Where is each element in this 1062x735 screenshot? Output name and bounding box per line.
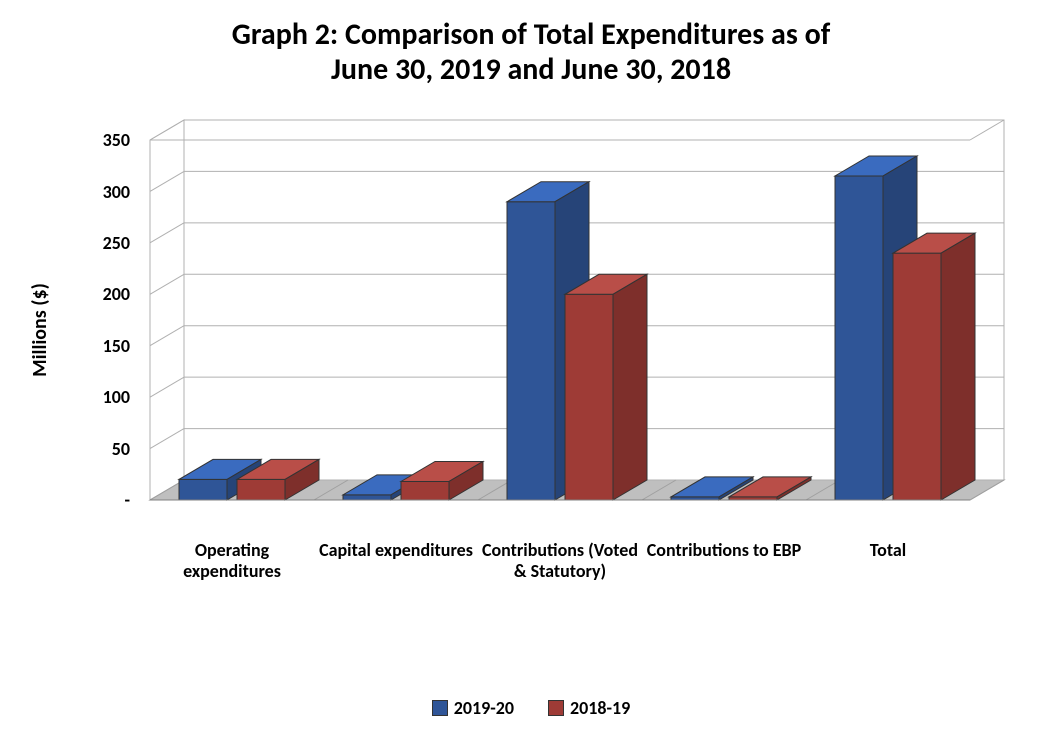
y-tick: 350 (70, 129, 130, 151)
x-category-label: Contributions to EBP (642, 540, 806, 561)
y-tick: 200 (70, 283, 130, 305)
y-axis-ticks: - 50 100 150 200 250 300 350 (70, 0, 130, 735)
y-tick: 100 (70, 386, 130, 408)
chart-title-line1: Graph 2: Comparison of Total Expenditure… (0, 18, 1062, 53)
x-category-label: Contributions (Voted & Statutory) (478, 540, 642, 581)
legend-label-2018-19: 2018-19 (570, 697, 630, 719)
chart-title-line2: June 30, 2019 and June 30, 2018 (0, 53, 1062, 88)
y-tick: 50 (70, 438, 130, 460)
legend: 2019-20 2018-19 (0, 697, 1062, 719)
x-category-label: Total (806, 540, 970, 561)
legend-swatch-2019-20 (432, 700, 448, 716)
y-tick: 150 (70, 335, 130, 357)
legend-label-2019-20: 2019-20 (454, 697, 514, 719)
x-category-label: Operating expenditures (150, 540, 314, 581)
legend-swatch-2018-19 (548, 700, 564, 716)
y-tick: - (70, 489, 130, 511)
y-tick: 250 (70, 232, 130, 254)
chart-container: Graph 2: Comparison of Total Expenditure… (0, 0, 1062, 735)
legend-item-2018-19: 2018-19 (548, 697, 630, 719)
y-axis-label: Millions ($) (28, 283, 52, 377)
chart-title: Graph 2: Comparison of Total Expenditure… (0, 18, 1062, 87)
y-tick: 300 (70, 181, 130, 203)
x-category-label: Capital expenditures (314, 540, 478, 561)
legend-item-2019-20: 2019-20 (432, 697, 514, 719)
chart-plot (0, 0, 1062, 735)
